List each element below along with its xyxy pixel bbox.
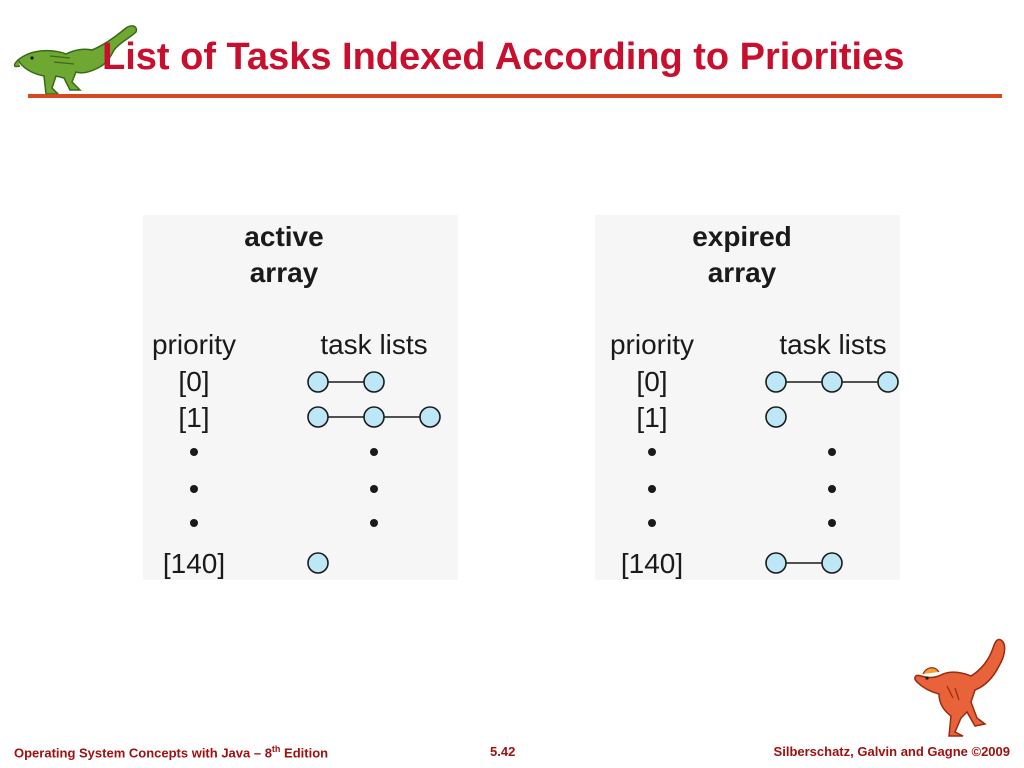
expired-ellipsis-dots — [648, 448, 836, 527]
active-priority-label: [0] — [178, 366, 209, 397]
active-task-node — [419, 406, 441, 428]
active-task-node — [307, 552, 329, 574]
footer-book-title-sup: th — [271, 744, 281, 754]
expired-task-lists-column-label: task lists — [779, 329, 886, 360]
expired-array: expired array priority task lists [0] [1… — [610, 221, 899, 579]
active-priority-column-label: priority — [152, 329, 236, 360]
active-ellipsis-dots — [190, 448, 378, 527]
active-priority-label: [140] — [163, 548, 225, 579]
footer-copyright: Silberschatz, Galvin and Gagne ©2009 — [773, 744, 1010, 759]
expired-array-panel — [595, 215, 900, 580]
active-task-node — [363, 371, 385, 393]
expired-task-node — [765, 552, 787, 574]
active-array-panel — [143, 215, 458, 580]
red-dinosaur-icon — [914, 638, 1006, 737]
footer-book-title-main: Operating System Concepts with Java – 8 — [14, 745, 272, 761]
active-task-node — [307, 406, 329, 428]
expired-task-node — [821, 371, 843, 393]
page-title: List of Tasks Indexed According to Prior… — [102, 36, 905, 78]
expired-priority-column-label: priority — [610, 329, 694, 360]
expired-task-lists — [765, 371, 899, 574]
active-array: active array priority task lists [0] [1]… — [152, 221, 441, 579]
expired-array-heading-line1: expired — [692, 221, 792, 252]
expired-priority-label: [0] — [636, 366, 667, 397]
footer-book-title: Operating System Concepts with Java – 8t… — [14, 744, 328, 760]
expired-array-heading-line2: array — [708, 257, 777, 288]
expired-priority-label: [140] — [621, 548, 683, 579]
active-task-lists — [307, 371, 441, 574]
active-task-node — [307, 371, 329, 393]
green-dinosaur-icon — [13, 25, 138, 95]
expired-priority-label: [1] — [636, 402, 667, 433]
active-task-node — [363, 406, 385, 428]
active-array-heading-line1: active — [244, 221, 323, 252]
expired-task-node — [765, 371, 787, 393]
expired-task-node — [821, 552, 843, 574]
active-priority-label: [1] — [178, 402, 209, 433]
footer-book-title-end: Edition — [280, 745, 329, 761]
active-task-lists-column-label: task lists — [320, 329, 427, 360]
expired-task-node — [765, 406, 787, 428]
expired-task-node — [877, 371, 899, 393]
active-array-heading-line2: array — [250, 257, 319, 288]
footer-page-number: 5.42 — [490, 744, 516, 759]
title-divider — [28, 94, 1002, 98]
